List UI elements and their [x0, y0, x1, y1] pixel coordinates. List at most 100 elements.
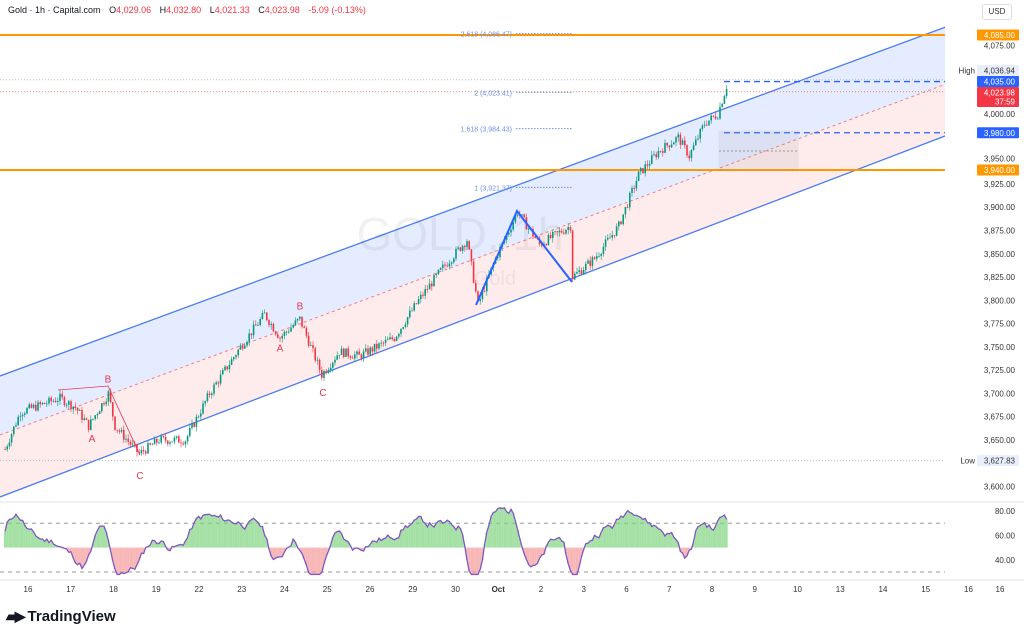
- channel-lower-line: [0, 135, 946, 498]
- candle: [508, 232, 510, 235]
- candle: [63, 397, 66, 406]
- candle: [486, 277, 488, 292]
- candle: [336, 355, 338, 360]
- candle: [602, 246, 605, 255]
- currency-button[interactable]: USD: [982, 4, 1012, 20]
- candle: [13, 426, 15, 435]
- candle: [222, 370, 224, 375]
- candle: [609, 237, 611, 239]
- candle: [679, 134, 682, 145]
- candle: [541, 244, 543, 246]
- candle: [424, 289, 426, 296]
- x-tick-label: 16: [996, 585, 1005, 594]
- candle: [611, 235, 613, 238]
- symbol-title: Gold · 1h · Capital.com: [8, 5, 101, 15]
- x-tick-label: 17: [66, 585, 75, 594]
- candle: [4, 449, 6, 451]
- x-tick-label: 15: [921, 585, 930, 594]
- x-tick-label: 30: [451, 585, 460, 594]
- candle: [224, 366, 226, 371]
- candle: [409, 310, 411, 318]
- candle: [642, 167, 644, 174]
- candle: [200, 413, 202, 417]
- candle: [74, 406, 77, 408]
- price-label-bg: [977, 29, 1019, 41]
- candle: [296, 318, 299, 321]
- open-value: O4,029.06: [109, 5, 152, 15]
- candle: [213, 384, 215, 394]
- candle: [354, 354, 356, 359]
- candle: [714, 116, 717, 119]
- candle: [52, 400, 55, 402]
- x-tick-label: 16: [24, 585, 33, 594]
- candle: [400, 328, 402, 334]
- candle: [250, 333, 253, 336]
- countdown-label: 37:59: [995, 98, 1016, 107]
- candle: [593, 257, 596, 259]
- candle: [516, 214, 519, 216]
- candle: [585, 263, 587, 271]
- candle: [587, 260, 589, 264]
- candle: [294, 320, 297, 326]
- candle: [340, 348, 343, 355]
- candle: [510, 229, 512, 233]
- candle: [272, 323, 275, 332]
- candle: [653, 154, 655, 156]
- price-label: 4,035.00: [984, 78, 1016, 87]
- price-label-bg: [977, 87, 1019, 108]
- candle: [523, 214, 525, 218]
- x-tick-label: 13: [836, 585, 845, 594]
- y-tick-label: 3,825.00: [984, 273, 1016, 282]
- candle: [455, 248, 457, 259]
- candle: [591, 257, 594, 266]
- y-tick-label: 3,600.00: [984, 483, 1016, 492]
- y-tick-label: 3,800.00: [984, 296, 1016, 305]
- candle: [28, 404, 30, 409]
- candle: [712, 115, 715, 117]
- candle: [103, 403, 105, 405]
- candle: [32, 404, 35, 408]
- candle: [211, 393, 213, 395]
- candle: [37, 402, 39, 411]
- candle: [303, 326, 305, 329]
- candle: [90, 419, 92, 430]
- candle: [457, 247, 459, 249]
- candle: [112, 402, 114, 417]
- candle: [35, 404, 37, 411]
- candle: [637, 171, 640, 182]
- candle: [153, 438, 156, 445]
- candle: [466, 241, 468, 247]
- candle: [171, 441, 173, 443]
- candle: [182, 443, 184, 445]
- candle: [468, 241, 470, 250]
- candle: [301, 316, 303, 327]
- candle: [349, 356, 352, 358]
- fib-label: 1.618 (3,984.43): [461, 127, 512, 134]
- x-tick-label: 25: [323, 585, 332, 594]
- candle: [285, 331, 288, 333]
- candle: [114, 416, 116, 430]
- candle: [558, 230, 561, 233]
- candle: [318, 359, 321, 371]
- wave-label: A: [277, 344, 284, 355]
- candle: [580, 270, 583, 275]
- candle: [46, 403, 48, 405]
- tradingview-logo[interactable]: ▰▶ TradingView: [6, 608, 116, 625]
- price-label-bg: [977, 455, 1019, 467]
- candle: [648, 163, 651, 166]
- x-tick-label: 14: [879, 585, 888, 594]
- candle: [422, 294, 424, 296]
- price-label-bg: [977, 76, 1019, 88]
- wave-label: A: [89, 434, 96, 445]
- channel-lower-fill: [0, 84, 945, 497]
- candle: [54, 400, 57, 403]
- x-tick-label: 6: [624, 585, 629, 594]
- candle: [164, 436, 167, 441]
- price-label-bg: [977, 164, 1019, 176]
- wave-label: B: [297, 302, 304, 313]
- candle: [481, 290, 484, 300]
- candle: [556, 231, 558, 233]
- candle: [662, 151, 664, 153]
- candle: [19, 416, 22, 418]
